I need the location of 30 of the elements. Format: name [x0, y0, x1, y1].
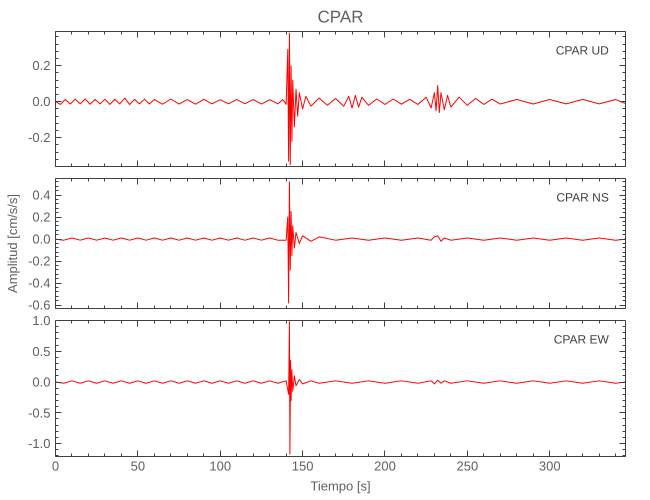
- y-tick-label: -0.6: [28, 298, 51, 313]
- y-tick-label: -0.5: [28, 405, 51, 420]
- x-tick-label: 100: [209, 458, 232, 474]
- x-tick-label: 150: [292, 458, 314, 474]
- y-tick-label: 0.0: [32, 374, 51, 390]
- y-tick-label: -1.0: [28, 436, 51, 452]
- y-tick-label: -0.4: [28, 276, 51, 291]
- x-tick-label: 0: [52, 458, 60, 474]
- x-axis-title: Tiempo [s]: [310, 478, 371, 494]
- y-tick-label: 0.0: [32, 232, 51, 247]
- line-series: [56, 32, 626, 166]
- y-tick-label: 0.2: [32, 58, 51, 74]
- y-tick-label: 0.2: [32, 210, 51, 225]
- y-tick-label: 0.4: [32, 188, 51, 203]
- line-series: [56, 321, 626, 455]
- annotation: CPAR NS: [556, 190, 609, 204]
- x-tick-label: 300: [538, 458, 561, 474]
- y-axis-title: Amplitud [cm/s/s]: [5, 194, 20, 293]
- x-tick-label: 250: [456, 458, 478, 474]
- y-tick-label: -0.2: [28, 254, 51, 269]
- annotation: CPAR EW: [554, 332, 610, 346]
- x-tick-label: 50: [130, 458, 146, 474]
- x-tick-label: 200: [374, 458, 396, 474]
- y-tick-label: -0.2: [28, 130, 51, 146]
- chart-title: CPAR: [318, 8, 364, 26]
- y-tick-label: 0.0: [32, 94, 51, 110]
- y-tick-label: 0.5: [32, 344, 51, 359]
- annotation: CPAR UD: [556, 44, 610, 58]
- y-tick-label: 1.0: [32, 313, 51, 328]
- line-series: [56, 181, 626, 304]
